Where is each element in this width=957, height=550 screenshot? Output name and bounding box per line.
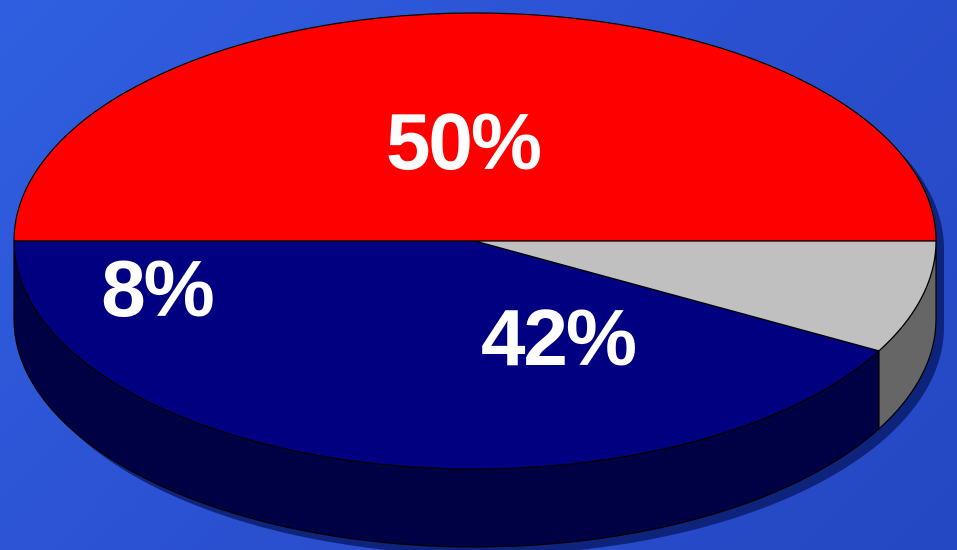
- pie-top: [13, 12, 937, 470]
- pie-slice-1: [13, 240, 880, 470]
- pie-slice-2: [474, 240, 937, 352]
- slice-label-2: 8%: [101, 244, 213, 333]
- pie-slice-0: [13, 12, 937, 242]
- slice-label-1: 42%: [481, 293, 636, 382]
- pie-labels: 50% 42% 8%: [101, 97, 638, 382]
- slice-label-0: 50%: [386, 97, 541, 186]
